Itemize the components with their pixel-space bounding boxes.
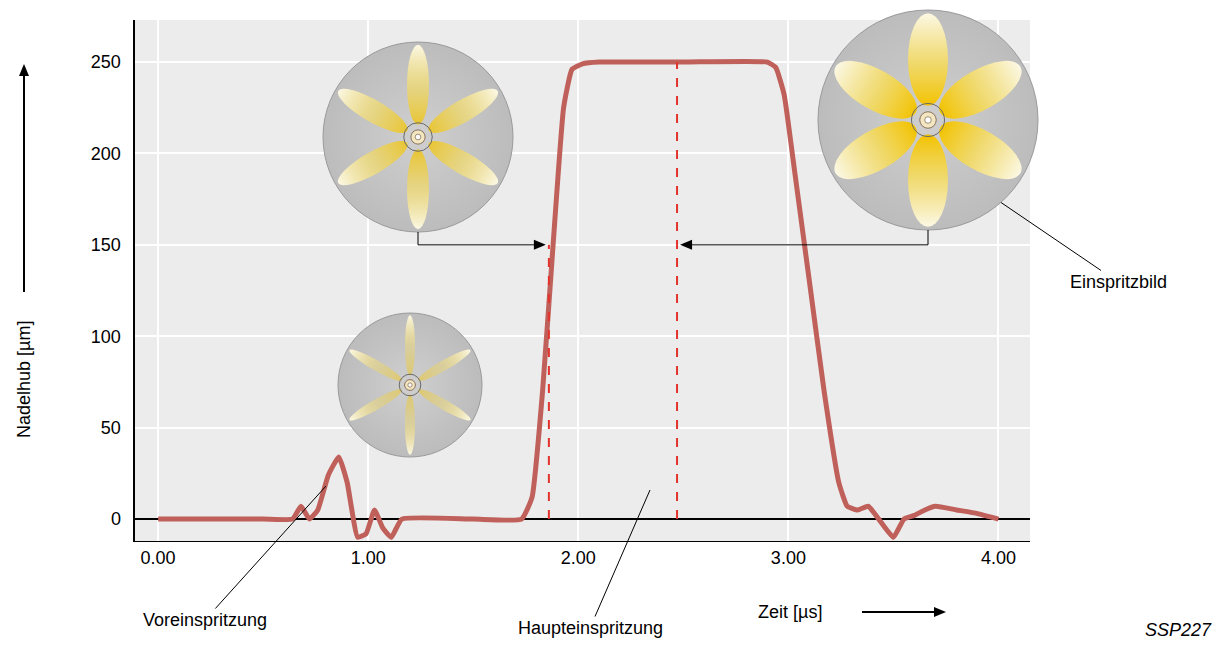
svg-text:0: 0: [111, 509, 121, 529]
svg-text:200: 200: [91, 144, 121, 164]
svg-text:Voreinspritzung: Voreinspritzung: [143, 610, 267, 630]
svg-text:50: 50: [101, 418, 121, 438]
svg-text:3.00: 3.00: [771, 548, 806, 568]
svg-text:0.00: 0.00: [141, 548, 176, 568]
svg-text:150: 150: [91, 235, 121, 255]
svg-text:SSP227: SSP227: [1145, 620, 1212, 640]
svg-text:1.00: 1.00: [351, 548, 386, 568]
svg-text:2.00: 2.00: [561, 548, 596, 568]
svg-text:4.00: 4.00: [981, 548, 1016, 568]
svg-text:Nadelhub [µm]: Nadelhub [µm]: [14, 321, 34, 438]
svg-text:Einspritzbild: Einspritzbild: [1070, 272, 1167, 292]
svg-text:100: 100: [91, 327, 121, 347]
svg-text:Haupteinspritzung: Haupteinspritzung: [518, 618, 663, 638]
svg-text:Zeit [µs]: Zeit [µs]: [758, 602, 822, 622]
svg-text:250: 250: [91, 52, 121, 72]
